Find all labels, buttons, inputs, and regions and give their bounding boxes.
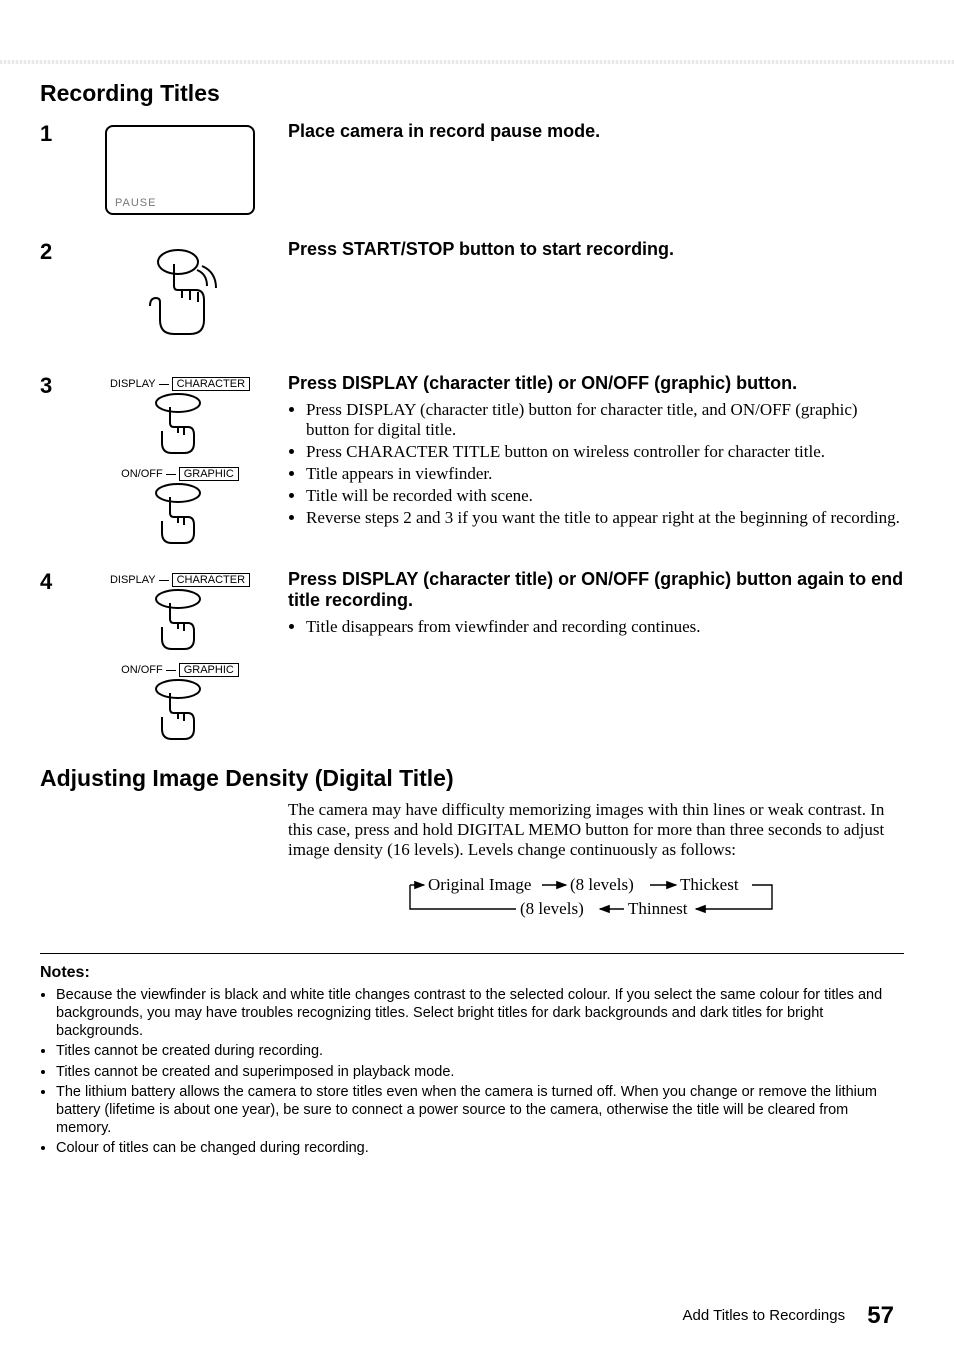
step-number: 3 — [40, 373, 80, 399]
step-row: 1 PAUSE Place camera in record pause mod… — [40, 121, 904, 215]
graphic-box: GRAPHIC — [179, 467, 239, 481]
step-body: Press START/STOP button to start recordi… — [280, 239, 904, 266]
bullet: Title appears in viewfinder. — [306, 464, 904, 484]
note-item: Titles cannot be created and superimpose… — [56, 1063, 904, 1081]
pause-label: PAUSE — [115, 197, 156, 209]
dash-icon — [159, 384, 169, 385]
page-number: 57 — [867, 1302, 894, 1329]
footer-section: Add Titles to Recordings — [683, 1307, 846, 1324]
step-title: Press START/STOP button to start recordi… — [288, 239, 904, 260]
display-label: DISPLAY — [110, 378, 156, 390]
step-row: 2 Press START/STOP button to start recor… — [40, 239, 904, 349]
display-label: DISPLAY — [110, 574, 156, 586]
hand-press-icon — [140, 248, 220, 344]
hand-press-icon — [148, 589, 212, 651]
step-title: Press DISPLAY (character title) or ON/OF… — [288, 569, 904, 611]
bullet: Reverse steps 2 and 3 if you want the ti… — [306, 508, 904, 528]
button-label-line: DISPLAY CHARACTER — [110, 377, 250, 391]
note-item: Colour of titles can be changed during r… — [56, 1139, 904, 1157]
graphic-box: GRAPHIC — [179, 663, 239, 677]
step-row: 3 DISPLAY CHARACTER ON/OFF GRAPHIC Press… — [40, 373, 904, 545]
button-label-line: DISPLAY CHARACTER — [110, 573, 250, 587]
button-label-line: ON/OFF GRAPHIC — [121, 663, 239, 677]
density-top-mid: (8 levels) — [570, 875, 634, 894]
bullet: Title will be recorded with scene. — [306, 486, 904, 506]
step-body: Place camera in record pause mode. — [280, 121, 904, 148]
character-box: CHARACTER — [172, 573, 250, 587]
bullet: Title disappears from viewfinder and rec… — [306, 617, 904, 637]
dash-icon — [166, 474, 176, 475]
scan-noise — [0, 60, 954, 64]
density-top-left: Original Image — [428, 875, 531, 894]
density-bot-mid: (8 levels) — [520, 899, 584, 918]
step-row: 4 DISPLAY CHARACTER ON/OFF GRAPHIC Press… — [40, 569, 904, 741]
note-item: Titles cannot be created during recordin… — [56, 1042, 904, 1060]
density-cycle-diagram: Original Image (8 levels) Thickest (8 le… — [360, 874, 904, 933]
step-number: 4 — [40, 569, 80, 595]
divider — [40, 953, 904, 954]
bullet: Press CHARACTER TITLE button on wireless… — [306, 442, 904, 462]
hand-press-icon — [148, 679, 212, 741]
density-bot-right: Thinnest — [628, 899, 688, 918]
step-diagram-two-buttons: DISPLAY CHARACTER ON/OFF GRAPHIC — [80, 373, 280, 545]
heading-adjusting: Adjusting Image Density (Digital Title) — [40, 765, 904, 792]
step-number: 2 — [40, 239, 80, 265]
heading-recording-titles: Recording Titles — [40, 80, 904, 107]
step-title: Place camera in record pause mode. — [288, 121, 904, 142]
density-top-right: Thickest — [680, 875, 739, 894]
dash-icon — [166, 670, 176, 671]
hand-press-icon — [148, 483, 212, 545]
onoff-label: ON/OFF — [121, 468, 163, 480]
step-number: 1 — [40, 121, 80, 147]
note-item: Because the viewfinder is black and whit… — [56, 986, 904, 1040]
dash-icon — [159, 580, 169, 581]
onoff-label: ON/OFF — [121, 664, 163, 676]
step-diagram-pause: PAUSE — [80, 121, 280, 215]
page-footer: Add Titles to Recordings 57 — [683, 1302, 894, 1330]
step-body: Press DISPLAY (character title) or ON/OF… — [280, 569, 904, 639]
step-diagram-hand — [80, 239, 280, 349]
step-body: Press DISPLAY (character title) or ON/OF… — [280, 373, 904, 530]
step-bullets: Press DISPLAY (character title) button f… — [288, 400, 904, 528]
pause-screen-icon: PAUSE — [105, 125, 255, 215]
step-diagram-two-buttons: DISPLAY CHARACTER ON/OFF GRAPHIC — [80, 569, 280, 741]
hand-press-icon — [148, 393, 212, 455]
notes-heading: Notes: — [40, 964, 904, 982]
note-item: The lithium battery allows the camera to… — [56, 1083, 904, 1137]
step-title: Press DISPLAY (character title) or ON/OF… — [288, 373, 904, 394]
bullet: Press DISPLAY (character title) button f… — [306, 400, 904, 440]
density-paragraph: The camera may have difficulty memorizin… — [288, 800, 904, 860]
button-label-line: ON/OFF GRAPHIC — [121, 467, 239, 481]
notes-list: Because the viewfinder is black and whit… — [40, 986, 904, 1157]
character-box: CHARACTER — [172, 377, 250, 391]
step-bullets: Title disappears from viewfinder and rec… — [288, 617, 904, 637]
